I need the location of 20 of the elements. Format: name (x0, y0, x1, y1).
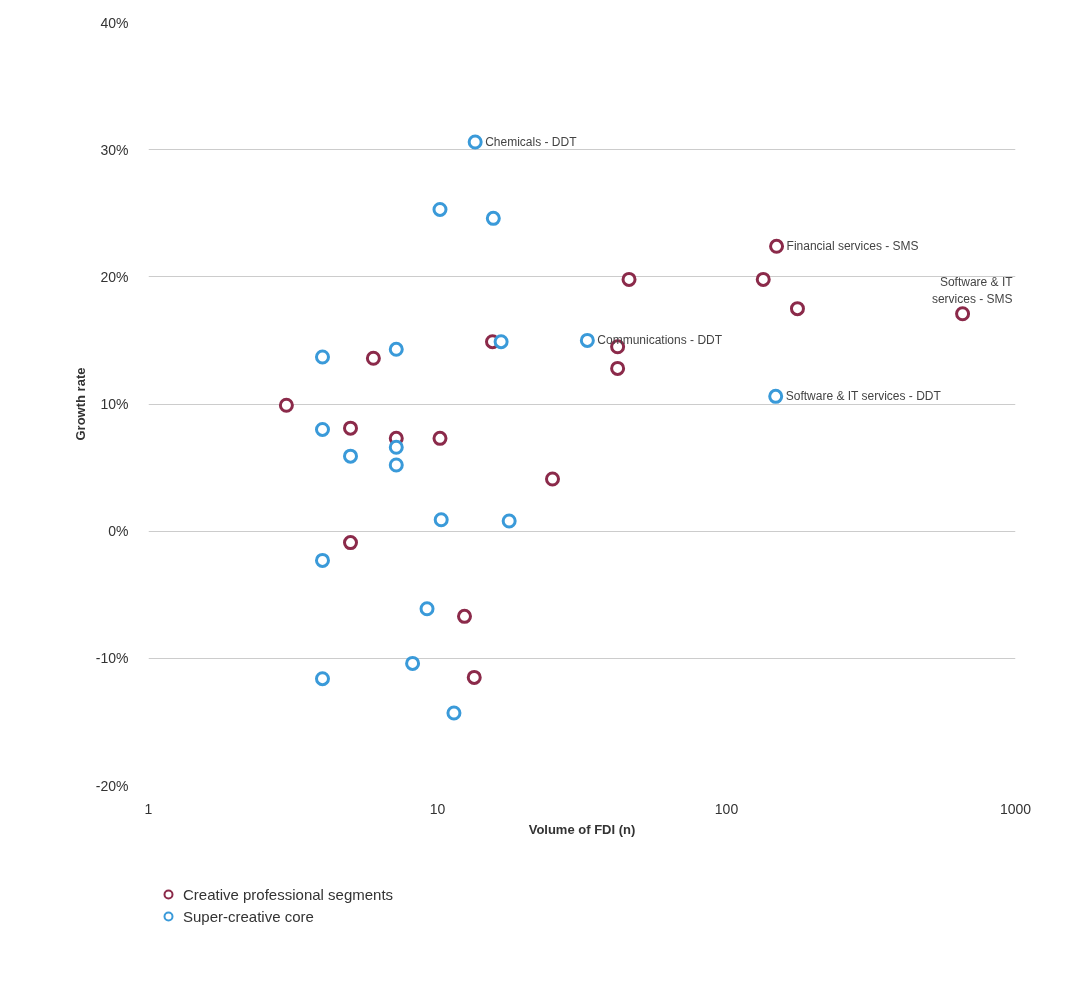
y-axis-title: Growth rate (72, 367, 88, 441)
y-tick-label: 20% (100, 268, 129, 285)
y-tick-label: 30% (100, 141, 129, 158)
x-tick-label: 1000 (999, 800, 1032, 817)
x-axis-title: Volume of FDI (n) (528, 821, 636, 837)
y-tick-label: 40% (100, 14, 129, 31)
annotation: Communications - DDT (597, 333, 723, 348)
legend-label: Super-creative core (183, 907, 314, 925)
legend-label: Creative professional segments (183, 885, 394, 903)
x-tick-label: 1 (144, 800, 153, 817)
y-tick-label: 0% (108, 523, 129, 540)
annotation: Software & IT services - SMS (931, 274, 1014, 306)
x-tick-label: 10 (429, 800, 446, 817)
annotation: Chemicals - DDT (485, 135, 578, 150)
y-tick-label: 10% (100, 396, 129, 412)
annotation: Software & IT services - DDT (785, 389, 942, 404)
y-tick-label: -10% (95, 650, 129, 667)
annotation: Financial services - SMS (786, 239, 919, 254)
x-tick-label: 100 (714, 800, 739, 817)
y-tick-label: -20% (95, 777, 129, 794)
